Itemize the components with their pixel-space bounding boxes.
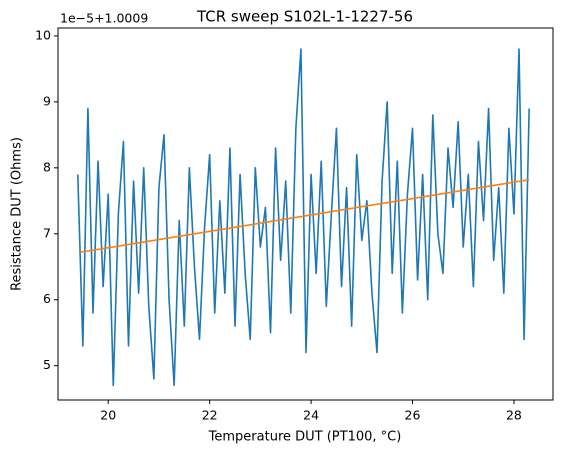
series-line xyxy=(76,48,530,387)
y-tick-label: 7 xyxy=(43,225,51,240)
y-axis-label: Resistance DUT (Ohms) xyxy=(10,137,25,291)
y-tick-label: 6 xyxy=(43,291,51,306)
x-tick-label: 28 xyxy=(506,408,522,423)
series-line xyxy=(80,178,530,254)
offset-text: 1e−5+1.0009 xyxy=(60,11,148,26)
x-tick-label: 22 xyxy=(202,408,218,423)
y-tick-label: 8 xyxy=(43,159,51,174)
y-tick-label: 9 xyxy=(43,93,51,108)
x-tick-label: 20 xyxy=(100,408,116,423)
x-axis-label: Temperature DUT (PT100, °C) xyxy=(208,430,402,445)
x-tick-label: 24 xyxy=(303,408,319,423)
y-tick-label: 5 xyxy=(43,357,51,372)
x-tick-label: 26 xyxy=(405,408,421,423)
chart-title: TCR sweep S102L-1-1227-56 xyxy=(196,8,413,26)
y-tick-label: 10 xyxy=(35,27,51,42)
plot-frame xyxy=(57,27,554,401)
